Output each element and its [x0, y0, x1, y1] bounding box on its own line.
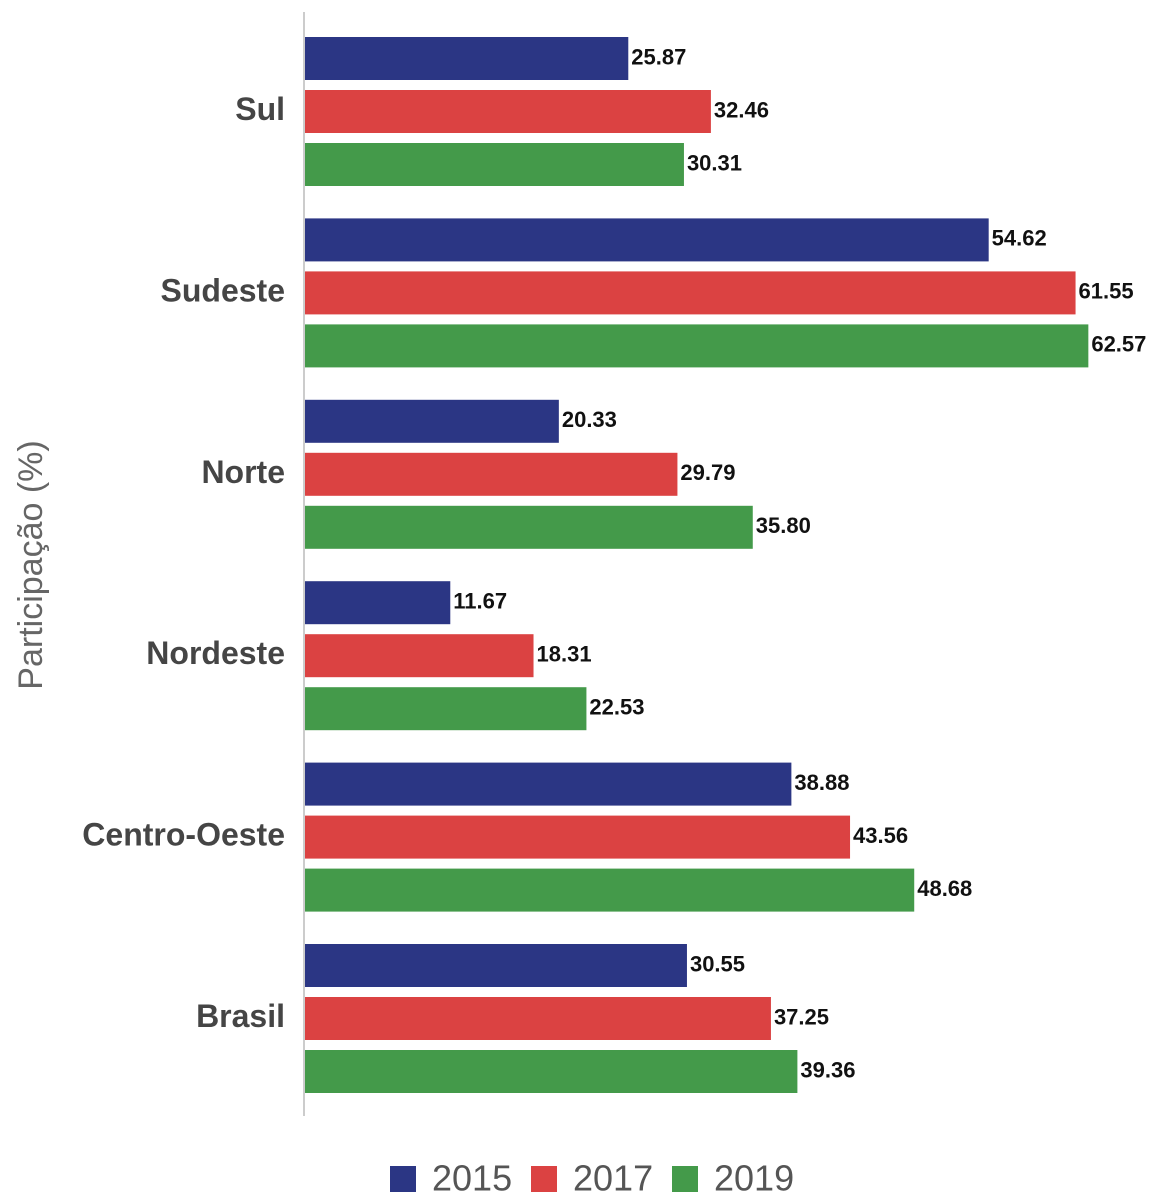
category-label-sudeste: Sudeste: [161, 272, 285, 308]
bar-norte-2019: [304, 505, 753, 549]
legend: 2015 2017 2019: [390, 1158, 794, 1199]
bar-brasil-2019: [304, 1050, 798, 1093]
bar-sul-2017: [304, 90, 711, 133]
legend-label-2017: 2017: [573, 1158, 653, 1196]
bar-brasil-2017: [304, 997, 771, 1040]
category-label-nordeste: Nordeste: [146, 635, 285, 671]
data-label-sul-2019: 30.31: [687, 150, 742, 175]
category-label-brasil: Brasil: [196, 998, 285, 1034]
data-label-norte-2019: 35.80: [756, 513, 811, 538]
legend-swatch-2015: [390, 1166, 416, 1192]
data-label-centro-oeste-2019: 48.68: [917, 876, 972, 901]
data-label-sudeste-2019: 62.57: [1091, 332, 1146, 357]
data-label-centro-oeste-2015: 38.88: [794, 770, 849, 795]
category-label-sul: Sul: [235, 91, 285, 127]
bar-sul-2015: [304, 37, 629, 80]
bar-nordeste-2015: [304, 581, 451, 625]
legend-label-2015: 2015: [432, 1158, 512, 1196]
data-label-norte-2017: 29.79: [680, 460, 735, 485]
legend-swatch-2017: [531, 1166, 557, 1192]
data-label-sudeste-2017: 61.55: [1079, 279, 1134, 304]
bar-norte-2015: [304, 399, 559, 443]
bar-centro-oeste-2015: [304, 762, 792, 806]
legend-label-2019: 2019: [714, 1158, 794, 1196]
data-label-centro-oeste-2017: 43.56: [853, 823, 908, 848]
bar-norte-2017: [304, 452, 678, 496]
bar-sudeste-2019: [304, 324, 1089, 368]
bar-centro-oeste-2017: [304, 815, 851, 859]
category-label-centro-oeste: Centro-Oeste: [82, 817, 285, 853]
data-label-nordeste-2017: 18.31: [537, 642, 592, 667]
bars-layer: [304, 37, 1089, 1093]
data-label-brasil-2019: 39.36: [800, 1057, 855, 1082]
data-label-norte-2015: 20.33: [562, 407, 617, 432]
data-label-brasil-2017: 37.25: [774, 1004, 829, 1029]
category-label-norte: Norte: [201, 454, 285, 490]
bar-sudeste-2017: [304, 271, 1076, 315]
data-label-brasil-2015: 30.55: [690, 951, 745, 976]
bar-nordeste-2017: [304, 634, 534, 678]
data-label-sul-2017: 32.46: [714, 97, 769, 122]
bar-nordeste-2019: [304, 687, 587, 731]
bar-sudeste-2015: [304, 218, 989, 262]
data-label-nordeste-2019: 22.53: [589, 695, 644, 720]
data-label-sul-2015: 25.87: [631, 44, 686, 69]
data-label-sudeste-2015: 54.62: [992, 226, 1047, 251]
bar-centro-oeste-2019: [304, 868, 915, 912]
labels-layer: Sul 25.87 32.46 30.31 Sudeste 54.62 61.55 62.57…: [82, 44, 1146, 1082]
data-label-nordeste-2015: 11.67: [453, 589, 507, 614]
y-axis-title: Participação (%): [12, 440, 50, 689]
bar-sul-2019: [304, 143, 684, 186]
bar-brasil-2015: [304, 944, 687, 987]
legend-swatch-2019: [672, 1166, 698, 1192]
